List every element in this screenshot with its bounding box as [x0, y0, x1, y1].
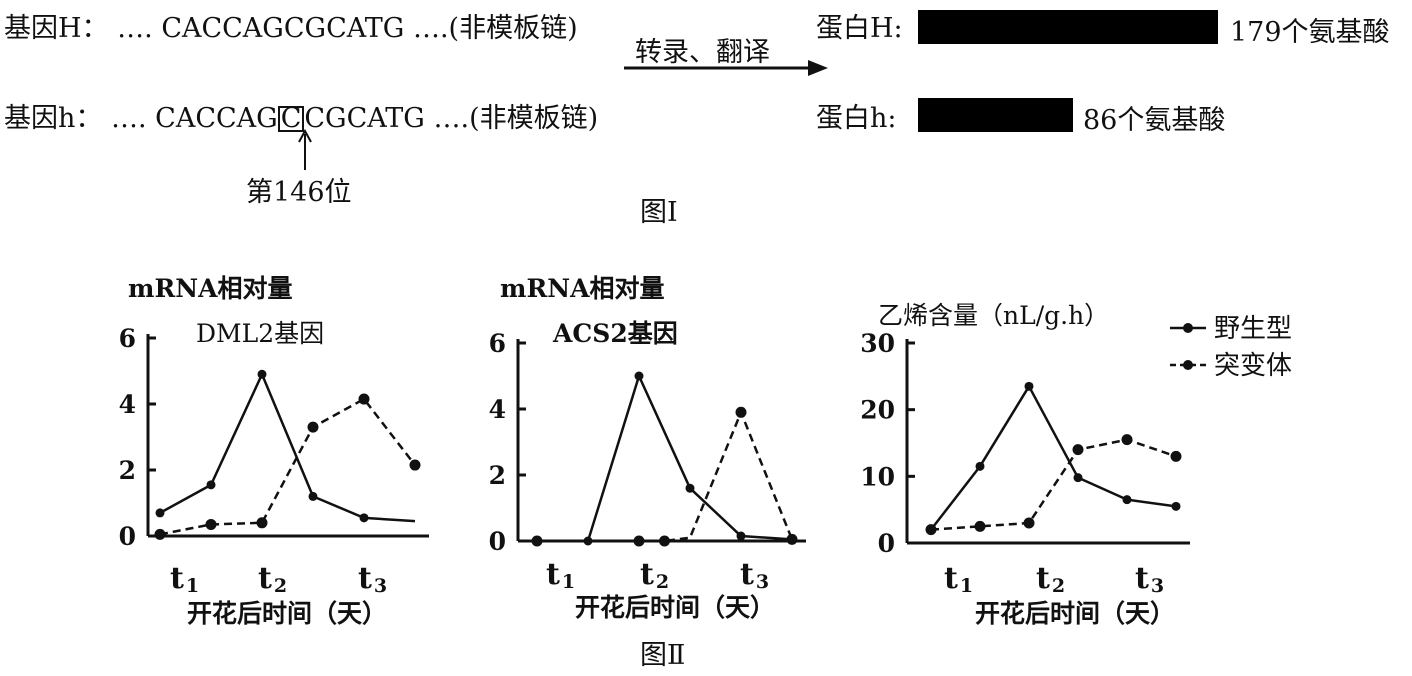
chart-3-mutant-point	[925, 524, 937, 536]
protein-H-bar	[918, 10, 1218, 44]
chart-1-mutant-point	[307, 421, 319, 433]
chart-1-mutant-point	[205, 518, 217, 530]
chart-1-y-tick-label: 2	[119, 456, 136, 485]
chart-2-y-tick-label: 6	[489, 329, 506, 358]
chart-1-xlabel: 开花后时间（天）	[187, 599, 387, 628]
protein-h-bar	[918, 98, 1073, 132]
chart-1-title: DML2基因	[196, 319, 324, 348]
chart-1-mutant-point	[409, 459, 421, 471]
gene-h-note: (非模板链)	[469, 103, 599, 134]
arrow-label: 转录、翻译	[635, 37, 770, 68]
gene-H-dots-right: ….	[412, 13, 449, 44]
figure-2-caption: 图Ⅱ	[640, 640, 685, 671]
gene-H-sequence: CACCAGCGCATG	[161, 13, 405, 44]
chart-3-wild-point	[1122, 495, 1132, 505]
chart-2-mutant-point	[786, 533, 798, 545]
chart-3-wild-point	[1024, 381, 1034, 391]
chart-1-y-tick-label: 6	[119, 324, 136, 353]
gene-h-dots-right: ….	[433, 103, 470, 134]
chart-1-wild-point	[308, 491, 318, 501]
gene-h-dots-left: ….	[110, 103, 147, 134]
chart-2-wild-point	[736, 531, 746, 541]
legend: 野生型 突变体	[1170, 314, 1292, 381]
chart-3-y-tick-label: 20	[860, 396, 895, 425]
position-label: 第146位	[246, 177, 352, 208]
chart-3-y-tick-label: 10	[860, 462, 895, 491]
chart-1-y-tick-label: 0	[119, 522, 136, 551]
legend-mutant-label: 突变体	[1214, 351, 1292, 381]
chart-2-title: ACS2基因	[552, 319, 678, 348]
chart-1-wild-line	[159, 373, 416, 523]
chart-2-xlabel: 开花后时间（天）	[575, 593, 775, 622]
chart-1-y-tick-label: 4	[119, 390, 136, 419]
chart-2-mutant-point	[659, 535, 670, 547]
gene-H-row: 基因H： …. CACCAGCGCATG ….(非模板链)	[4, 6, 578, 45]
chart-3-mutant-point	[1121, 434, 1133, 446]
gene-H-dots-left: ….	[117, 13, 153, 44]
chart-2-y-tick-label: 2	[489, 461, 506, 490]
chart-3-wild-point	[1171, 501, 1181, 511]
gene-h-label: 基因h：	[4, 103, 103, 134]
chart-3-ylabel: 乙烯含量（nL/g.h）	[878, 301, 1109, 330]
chart-2-mutant-point	[531, 535, 543, 547]
chart-1-mutant-point	[154, 528, 166, 540]
chart-3-mutant-line	[930, 438, 1177, 531]
chart-1-mutant-point	[358, 393, 370, 405]
figure-1-caption: 图Ⅰ	[640, 197, 678, 228]
legend-wild-marker	[1183, 323, 1193, 333]
chart-1-ylabel: mRNA相对量	[128, 274, 292, 303]
chart-3-y-tick-label: 0	[878, 529, 895, 558]
protein-h-aa: 86个氨基酸	[1083, 105, 1226, 136]
chart-3-xlabel: 开花后时间（天）	[975, 599, 1175, 628]
protein-h-label: 蛋白h:	[816, 103, 897, 134]
up-arrow-icon	[298, 128, 312, 170]
gene-h-sequence-a: CACCAG	[155, 103, 278, 134]
chart-3-mutant-point	[1170, 450, 1182, 462]
chart-3-wild-point	[1073, 473, 1083, 483]
gene-H-label: 基因H：	[4, 13, 109, 44]
right-arrow-icon	[624, 60, 828, 76]
chart-3-y-tick-label: 30	[860, 329, 895, 358]
chart-2-mutant-point	[633, 535, 645, 547]
chart-1-mutant-point	[256, 517, 268, 529]
legend-wild-label: 野生型	[1214, 314, 1292, 344]
protein-H-label: 蛋白H:	[816, 13, 903, 44]
chart-2-wild-point	[685, 483, 695, 493]
chart-1-wild-point	[257, 369, 267, 379]
chart-2-y-tick-label: 0	[489, 527, 506, 556]
gene-H-note: (非模板链)	[448, 13, 578, 44]
chart-2-wild-point	[634, 371, 644, 381]
chart-2-wild-line	[537, 374, 793, 543]
protein-H-aa: 179个氨基酸	[1230, 17, 1390, 48]
chart-2-mutant-point	[735, 406, 747, 418]
chart-2-wild-point	[583, 536, 593, 546]
chart-3-mutant-point	[974, 520, 986, 532]
gene-h-sequence-b: CGCATG	[304, 103, 425, 134]
chart-3-wild-point	[975, 461, 985, 471]
chart-3-wild-line	[930, 385, 1177, 531]
legend-mutant-marker	[1183, 360, 1193, 370]
chart-1-wild-point	[155, 508, 165, 518]
chart-1-wild-point	[359, 513, 369, 523]
chart-1-mutant-line	[159, 397, 416, 536]
chart-1-wild-point	[206, 480, 216, 490]
chart-3-mutant-point	[1023, 517, 1035, 529]
chart-3-mutant-point	[1072, 444, 1084, 456]
chart-2-y-tick-label: 4	[489, 395, 506, 424]
mutation-boxed-base: C	[277, 105, 305, 132]
gene-h-row: 基因h： …. CACCAG C CGCATG ….(非模板链)	[4, 96, 598, 135]
chart-2-ylabel: mRNA相对量	[500, 274, 664, 303]
